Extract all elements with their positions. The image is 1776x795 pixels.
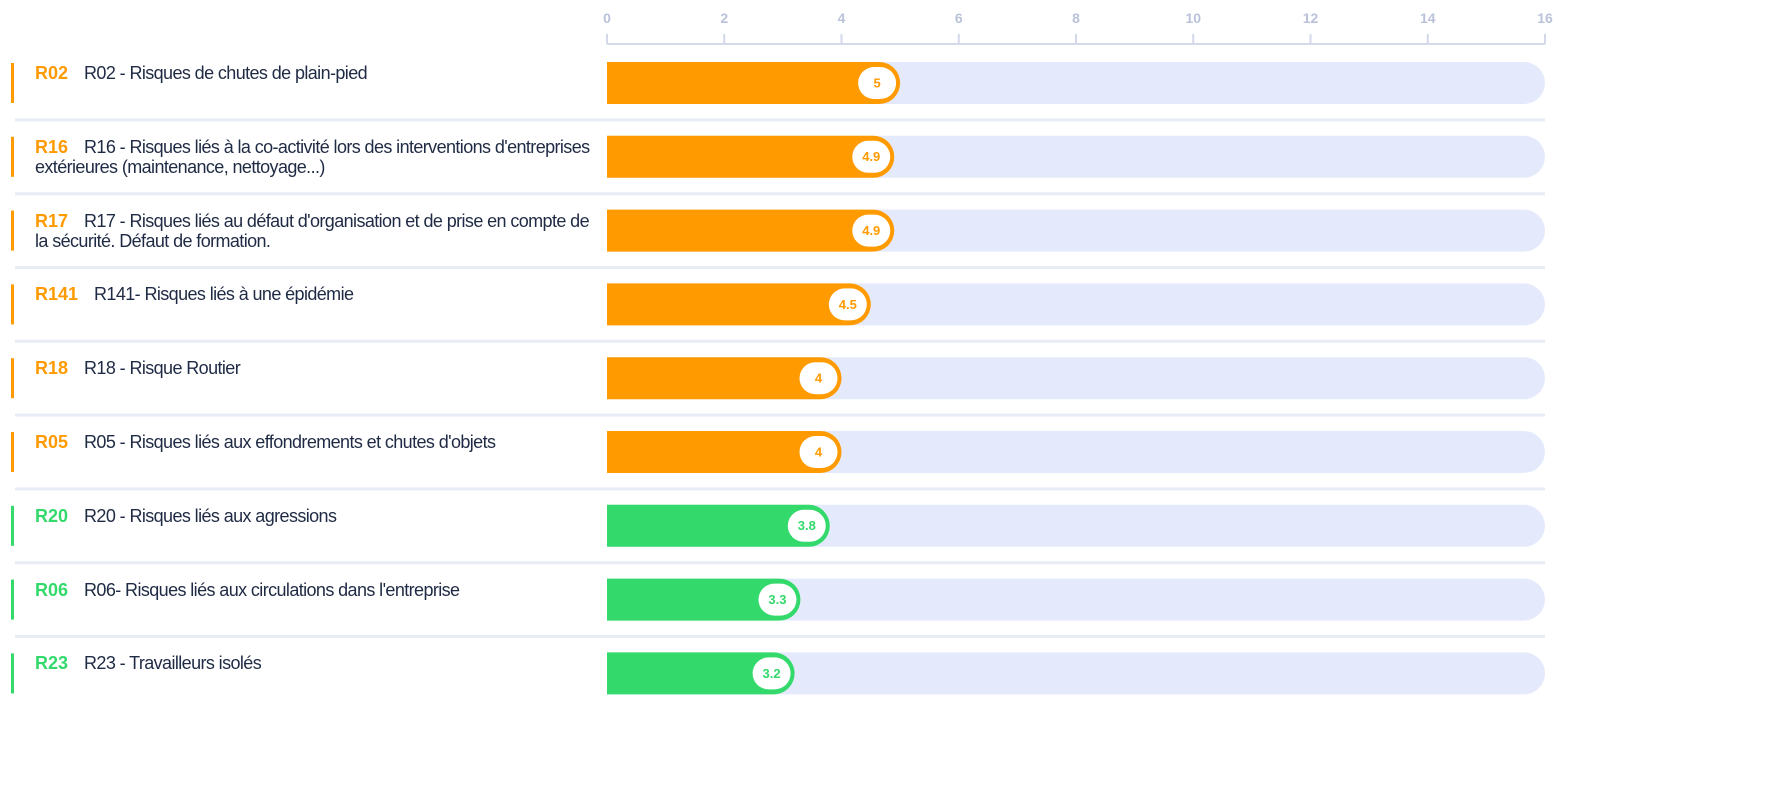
x-tick-label: 16 (1537, 10, 1553, 26)
value-label: 4.5 (839, 297, 857, 312)
value-pill (852, 214, 891, 247)
value-pill (758, 583, 797, 616)
bar-track (607, 357, 1545, 400)
row-label: R17 R17 - Risques liés au défaut d'organi… (35, 211, 595, 251)
row-indicator (11, 210, 14, 251)
bar (607, 431, 842, 473)
value-label: 5 (874, 75, 881, 90)
bar (607, 283, 871, 326)
row-indicator (11, 136, 14, 177)
x-tick-label: 6 (955, 10, 963, 26)
x-tick-label: 8 (1072, 10, 1080, 26)
x-tick-label: 0 (603, 10, 611, 26)
bar (607, 135, 895, 178)
value-label: 4 (815, 371, 823, 386)
bar (607, 578, 801, 621)
category-code: R18 (35, 358, 69, 379)
category-label: R23 - Travailleurs isolés (84, 653, 262, 674)
bar (607, 357, 842, 400)
category-code: R06 (35, 579, 69, 600)
category-code: R141 (35, 284, 79, 305)
x-tick-label: 12 (1303, 10, 1319, 26)
row-label: R18 R18 - Risque Routier (35, 358, 595, 378)
row-indicator (11, 63, 14, 103)
category-code: R05 (35, 432, 69, 452)
row-indicator (11, 505, 14, 546)
x-tick-label: 10 (1185, 10, 1201, 26)
value-pill (752, 657, 791, 690)
value-pill (828, 288, 867, 321)
row-indicator (11, 358, 14, 399)
value-label: 4.9 (862, 149, 880, 164)
row-indicator (11, 284, 14, 325)
row-label: R02 R02 - Risques de chutes de plain-pied (35, 63, 595, 83)
category-label: R20 - Risques liés aux agressions (84, 505, 337, 526)
value-label: 3.8 (798, 518, 816, 533)
bar-track (607, 578, 1545, 621)
category-code: R02 (35, 63, 69, 83)
bar-track (607, 504, 1545, 547)
category-code: R20 (35, 505, 69, 526)
value-pill (858, 67, 897, 99)
category-label: R05 - Risques liés aux effondrements et … (84, 432, 496, 452)
row-label: R16 R16 - Risques liés à la co-activité l… (35, 137, 595, 177)
row-label: R06 R06- Risques liés aux circulations da… (35, 580, 595, 600)
category-label: R06- Risques liés aux circulations dans … (84, 579, 460, 600)
row-label: R05 R05 - Risques liés aux effondrements … (35, 432, 595, 452)
category-label: R141- Risques liés à une épidémie (94, 284, 354, 305)
row-indicator (11, 579, 14, 620)
bar-track (607, 652, 1545, 695)
bar (607, 652, 795, 695)
value-pill (799, 436, 838, 468)
category-label: R18 - Risque Routier (84, 358, 241, 379)
row-indicator (11, 432, 14, 472)
category-label: R02 - Risques de chutes de plain-pied (84, 63, 368, 83)
value-pill (787, 509, 826, 542)
value-pill (799, 362, 838, 395)
value-label: 4.9 (862, 223, 880, 238)
x-tick-label: 2 (720, 10, 728, 26)
row-indicator (11, 653, 14, 694)
value-label: 4 (815, 444, 823, 459)
bar (607, 209, 895, 252)
bar-track (607, 431, 1545, 473)
row-label: R141 R141- Risques liés à une épidémie (35, 284, 595, 304)
row-label: R20 R20 - Risques liés aux agressions (35, 506, 595, 526)
x-tick-label: 4 (838, 10, 846, 26)
value-label: 3.2 (763, 666, 781, 681)
category-label: R17 - Risques liés au défaut d'organisat… (35, 210, 590, 251)
bar (607, 504, 830, 547)
value-pill (852, 140, 891, 173)
category-code: R23 (35, 653, 69, 674)
value-label: 3.3 (768, 592, 786, 607)
category-label: R16 - Risques liés à la co-activité lors… (35, 136, 590, 177)
category-code: R17 (35, 210, 69, 231)
x-tick-label: 14 (1420, 10, 1436, 26)
category-code: R16 (35, 136, 69, 157)
bar (607, 62, 901, 104)
row-label: R23 R23 - Travailleurs isolés (35, 653, 595, 673)
